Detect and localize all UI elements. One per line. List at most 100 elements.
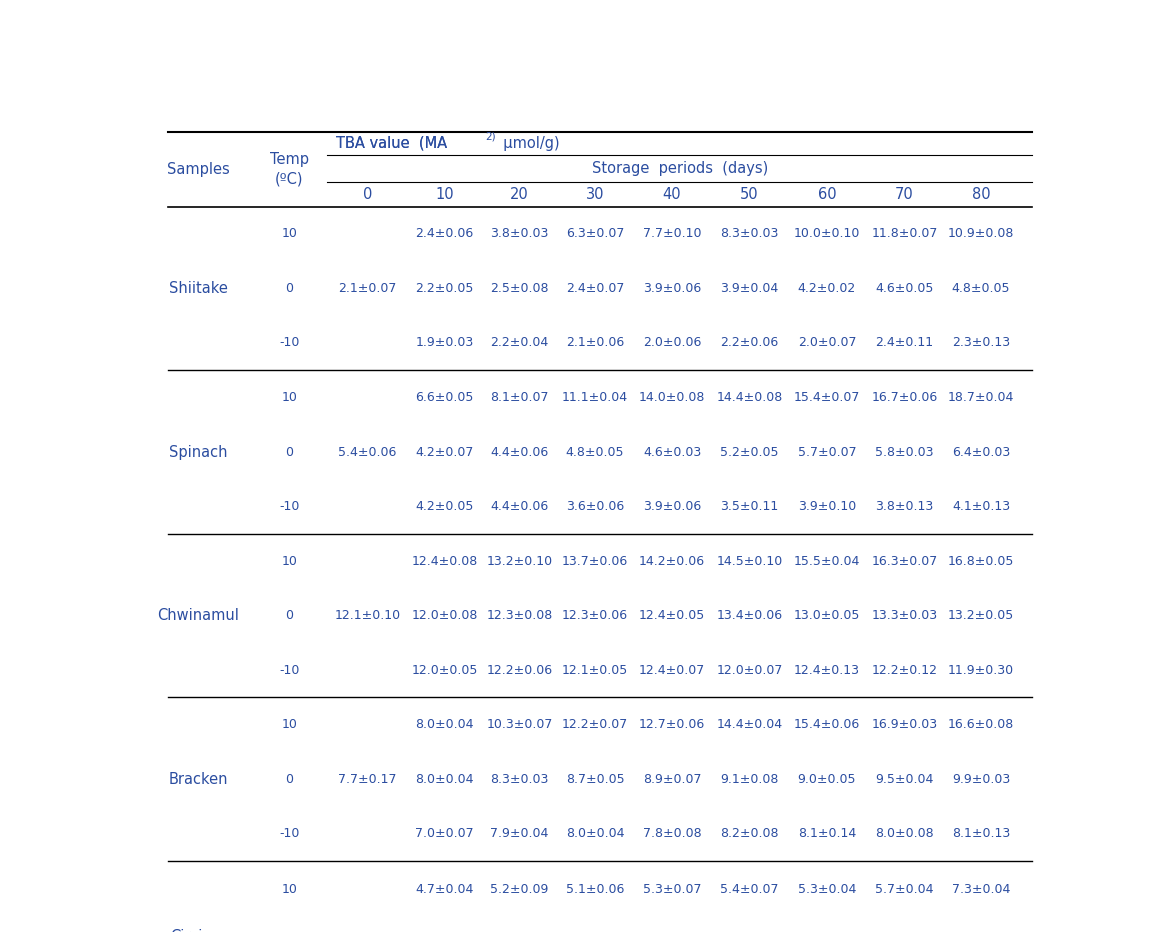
Text: Shiitake: Shiitake [168,281,228,295]
Text: 9.1±0.08: 9.1±0.08 [720,773,779,786]
Text: Storage  periods  (days): Storage periods (days) [591,161,768,176]
Text: -10: -10 [279,664,300,677]
Text: 2): 2) [485,131,495,142]
Text: 2.1±0.07: 2.1±0.07 [338,281,396,295]
Text: 60: 60 [818,187,837,202]
Text: 2.2±0.05: 2.2±0.05 [416,281,474,295]
Text: 3.6±0.06: 3.6±0.06 [566,500,624,513]
Text: 2.4±0.06: 2.4±0.06 [416,227,474,240]
Text: 8.3±0.03: 8.3±0.03 [490,773,548,786]
Text: 6.6±0.05: 6.6±0.05 [416,391,474,404]
Text: 0: 0 [363,187,372,202]
Text: 9.5±0.04: 9.5±0.04 [875,773,933,786]
Text: 8.1±0.07: 8.1±0.07 [490,391,548,404]
Text: 12.0±0.05: 12.0±0.05 [411,664,478,677]
Text: 8.1±0.14: 8.1±0.14 [798,828,856,841]
Text: 12.3±0.08: 12.3±0.08 [487,610,553,623]
Text: 12.7±0.06: 12.7±0.06 [639,719,705,732]
Text: 2.4±0.07: 2.4±0.07 [566,281,624,295]
Text: 4.2±0.07: 4.2±0.07 [416,445,474,459]
Text: μmol/g): μmol/g) [494,136,559,151]
Text: 7.0±0.07: 7.0±0.07 [415,828,474,841]
Text: Temp
(ºC): Temp (ºC) [270,153,309,186]
Text: 13.3±0.03: 13.3±0.03 [872,610,938,623]
Text: 8.0±0.04: 8.0±0.04 [566,828,624,841]
Text: 4.6±0.05: 4.6±0.05 [875,281,933,295]
Text: 7.3±0.04: 7.3±0.04 [952,883,1010,896]
Text: 14.4±0.08: 14.4±0.08 [717,391,783,404]
Text: 16.9±0.03: 16.9±0.03 [872,719,938,732]
Text: 9.0±0.05: 9.0±0.05 [798,773,856,786]
Text: -10: -10 [279,828,300,841]
Text: 3.9±0.06: 3.9±0.06 [643,500,701,513]
Text: 70: 70 [895,187,913,202]
Text: 12.1±0.10: 12.1±0.10 [335,610,400,623]
Text: 4.6±0.03: 4.6±0.03 [643,445,701,459]
Text: 10.3±0.07: 10.3±0.07 [486,719,553,732]
Text: 16.3±0.07: 16.3±0.07 [872,555,938,568]
Text: 12.2±0.12: 12.2±0.12 [872,664,938,677]
Text: 10: 10 [281,227,297,240]
Text: 4.8±0.05: 4.8±0.05 [952,281,1010,295]
Text: 4.8±0.05: 4.8±0.05 [566,445,624,459]
Text: 3.8±0.13: 3.8±0.13 [875,500,933,513]
Text: 8.2±0.08: 8.2±0.08 [720,828,779,841]
Text: 30: 30 [586,187,604,202]
Text: 5.4±0.06: 5.4±0.06 [338,445,396,459]
Text: 12.3±0.06: 12.3±0.06 [562,610,629,623]
Text: 2.1±0.06: 2.1±0.06 [566,336,624,350]
Text: 12.1±0.05: 12.1±0.05 [562,664,629,677]
Text: 14.4±0.04: 14.4±0.04 [717,719,782,732]
Text: 8.0±0.04: 8.0±0.04 [416,719,474,732]
Text: 12.2±0.07: 12.2±0.07 [562,719,629,732]
Text: TBA value  (MA: TBA value (MA [336,136,447,151]
Text: 8.0±0.08: 8.0±0.08 [875,828,934,841]
Text: 10: 10 [281,719,297,732]
Text: 2.4±0.11: 2.4±0.11 [875,336,933,350]
Text: 1.9±0.03: 1.9±0.03 [416,336,474,350]
Text: 11.1±0.04: 11.1±0.04 [562,391,629,404]
Text: 50: 50 [740,187,759,202]
Text: 14.5±0.10: 14.5±0.10 [717,555,783,568]
Text: 5.2±0.09: 5.2±0.09 [490,883,548,896]
Text: 7.8±0.08: 7.8±0.08 [643,828,702,841]
Text: 2.5±0.08: 2.5±0.08 [490,281,548,295]
Text: Samples: Samples [167,162,230,177]
Text: 9.9±0.03: 9.9±0.03 [952,773,1010,786]
Text: 10.0±0.10: 10.0±0.10 [794,227,860,240]
Text: 3.9±0.06: 3.9±0.06 [643,281,701,295]
Text: 5.2±0.05: 5.2±0.05 [720,445,779,459]
Text: 5.8±0.03: 5.8±0.03 [875,445,933,459]
Text: 20: 20 [510,187,529,202]
Text: 11.8±0.07: 11.8±0.07 [872,227,938,240]
Text: 13.2±0.05: 13.2±0.05 [948,610,1014,623]
Text: 7.7±0.17: 7.7±0.17 [338,773,396,786]
Text: 16.7±0.06: 16.7±0.06 [872,391,938,404]
Text: 0: 0 [286,281,293,295]
Text: 2.0±0.07: 2.0±0.07 [798,336,856,350]
Text: 8.0±0.04: 8.0±0.04 [416,773,474,786]
Text: 4.4±0.06: 4.4±0.06 [490,445,548,459]
Text: 12.2±0.06: 12.2±0.06 [487,664,552,677]
Text: 7.9±0.04: 7.9±0.04 [490,828,548,841]
Text: 10: 10 [281,391,297,404]
Text: 12.4±0.13: 12.4±0.13 [794,664,860,677]
Text: 4.4±0.06: 4.4±0.06 [490,500,548,513]
Text: 12.4±0.08: 12.4±0.08 [411,555,478,568]
Text: 12.4±0.05: 12.4±0.05 [639,610,705,623]
Text: 13.7±0.06: 13.7±0.06 [562,555,629,568]
Text: 7.7±0.10: 7.7±0.10 [643,227,702,240]
Text: 13.2±0.10: 13.2±0.10 [487,555,552,568]
Text: 18.7±0.04: 18.7±0.04 [948,391,1014,404]
Text: 2.2±0.06: 2.2±0.06 [720,336,779,350]
Text: Spinach: Spinach [170,445,228,459]
Text: 5.3±0.07: 5.3±0.07 [643,883,702,896]
Text: 0: 0 [286,610,293,623]
Text: 5.4±0.07: 5.4±0.07 [720,883,779,896]
Text: 8.3±0.03: 8.3±0.03 [720,227,779,240]
Text: 15.4±0.06: 15.4±0.06 [794,719,860,732]
Text: 12.4±0.07: 12.4±0.07 [639,664,705,677]
Text: 16.8±0.05: 16.8±0.05 [948,555,1014,568]
Text: 8.9±0.07: 8.9±0.07 [643,773,702,786]
Text: 6.4±0.03: 6.4±0.03 [952,445,1010,459]
